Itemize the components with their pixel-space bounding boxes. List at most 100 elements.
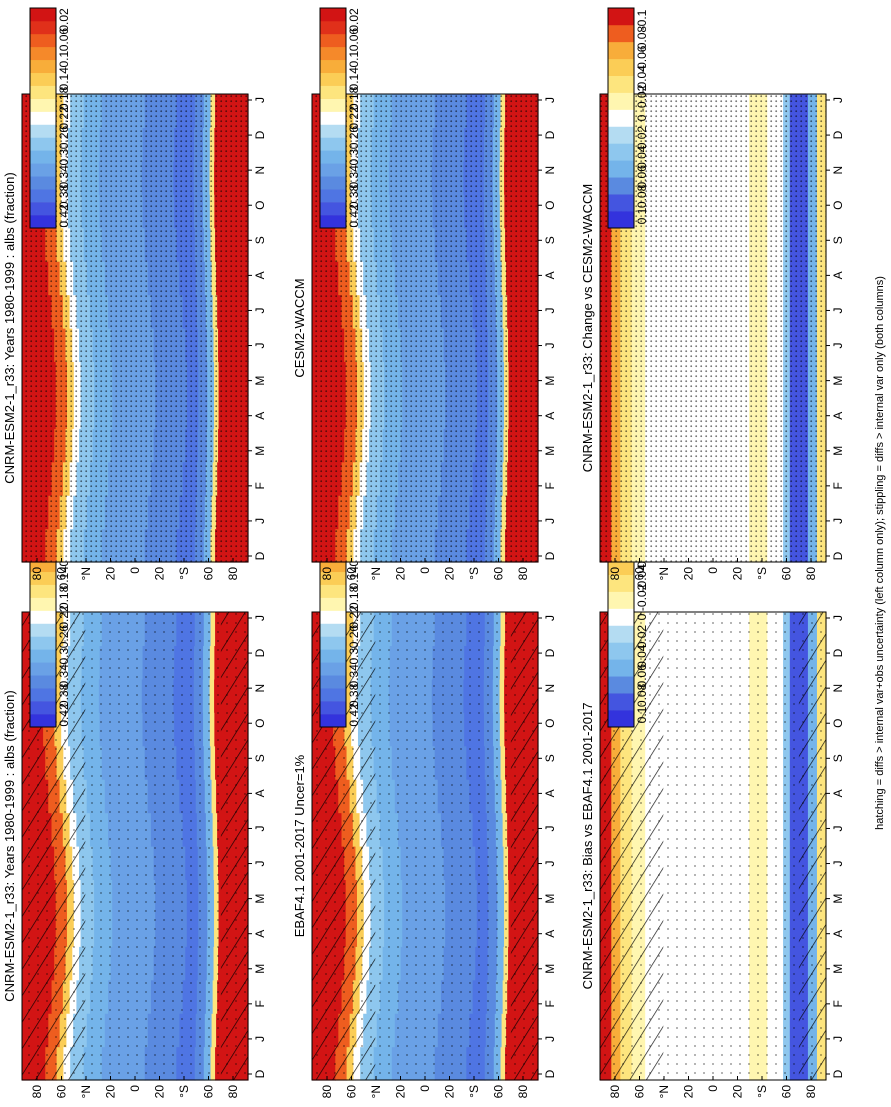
month-tick-label: S bbox=[253, 236, 267, 244]
colorbar-label: 0.22 bbox=[57, 106, 71, 130]
lat-tick-label: 80 bbox=[226, 567, 240, 581]
month-tick-label: J bbox=[253, 1036, 267, 1042]
month-tick-label: A bbox=[543, 412, 557, 420]
lat-tick-label: °S bbox=[755, 567, 769, 580]
lat-tick-label: 60 bbox=[780, 1085, 794, 1099]
colorbar-label: 0.06 bbox=[347, 28, 361, 52]
month-tick-label: J bbox=[831, 518, 845, 524]
month-tick-label: J bbox=[831, 825, 845, 831]
colorbar-right-middle: 0.420.380.340.30.260.220.180.140.10.060.… bbox=[319, 7, 361, 229]
lat-tick-label: °N bbox=[657, 567, 671, 580]
colorbar-swatch bbox=[30, 662, 56, 676]
colorbar-label: 0.06 bbox=[635, 664, 649, 688]
month-tick-label: J bbox=[543, 97, 557, 103]
lat-tick-label: °N bbox=[79, 1085, 93, 1098]
lat-tick-label: 60 bbox=[55, 567, 69, 581]
panel-title: CNRM-ESM2-1_r33: Years 1980-1999 : albs … bbox=[2, 690, 17, 1001]
colorbar-swatch bbox=[30, 688, 56, 702]
colorbar-label: 0.04 bbox=[635, 145, 649, 169]
month-tick-label: D bbox=[831, 130, 845, 139]
lat-tick-label: 0 bbox=[706, 1085, 720, 1092]
lat-tick-label: 60 bbox=[492, 567, 506, 581]
colorbar-swatch bbox=[30, 20, 56, 35]
colorbar-swatch bbox=[608, 58, 634, 76]
panel-title: CNRM-ESM2-1_r33: Bias vs EBAF4.1 2001-20… bbox=[580, 703, 595, 990]
month-tick-label: M bbox=[831, 376, 845, 386]
lat-tick-label: °N bbox=[369, 567, 383, 580]
lat-tick-label: °S bbox=[467, 1085, 481, 1098]
month-tick-label: D bbox=[253, 551, 267, 560]
colorbar-swatch bbox=[30, 597, 56, 611]
month-tick-label: J bbox=[831, 615, 845, 621]
colorbar-swatch bbox=[320, 662, 346, 676]
colorbar-swatch bbox=[320, 701, 346, 715]
month-tick-label: M bbox=[253, 376, 267, 386]
month-tick-label: S bbox=[253, 754, 267, 762]
month-tick-label: A bbox=[543, 271, 557, 279]
colorbar-swatch bbox=[30, 163, 56, 177]
colorbar-swatch bbox=[608, 92, 634, 110]
month-tick-label: D bbox=[543, 551, 557, 560]
month-tick-label: A bbox=[831, 412, 845, 420]
lat-tick-label: °N bbox=[79, 567, 93, 580]
lat-tick-label: 0 bbox=[418, 567, 432, 574]
field-right-bottom bbox=[600, 94, 827, 563]
month-tick-label: M bbox=[543, 376, 557, 386]
lat-tick-label: 20 bbox=[731, 1085, 745, 1099]
lat-tick-label: 80 bbox=[320, 1085, 334, 1099]
month-tick-label: J bbox=[831, 343, 845, 349]
month-tick-label: M bbox=[253, 446, 267, 456]
lat-tick-label: 80 bbox=[516, 1085, 530, 1099]
month-tick-label: A bbox=[543, 789, 557, 797]
panel-title: CNRM-ESM2-1_r33: Years 1980-1999 : albs … bbox=[2, 172, 17, 483]
colorbar-swatch bbox=[320, 202, 346, 216]
month-tick-label: J bbox=[543, 307, 557, 313]
colorbar-label: -0.06 bbox=[635, 45, 649, 73]
lat-tick-label: 60 bbox=[633, 567, 647, 581]
colorbar-swatch bbox=[320, 20, 346, 35]
month-tick-label: D bbox=[543, 648, 557, 657]
colorbar-swatch bbox=[320, 46, 346, 61]
lat-tick-label: 20 bbox=[153, 1085, 167, 1099]
lat-tick-label: 80 bbox=[804, 1085, 818, 1099]
colorbar-swatch bbox=[320, 597, 346, 611]
colorbar-label: 0.18 bbox=[57, 86, 71, 110]
lat-tick-label: 60 bbox=[55, 1085, 69, 1099]
month-tick-label: O bbox=[253, 719, 267, 728]
month-tick-label: O bbox=[543, 719, 557, 728]
colorbar-label: 0 bbox=[635, 613, 649, 620]
colorbar-swatch bbox=[608, 693, 634, 711]
colorbar-label: 0.08 bbox=[635, 683, 649, 707]
lat-tick-label: 80 bbox=[608, 567, 622, 581]
colorbar-swatch bbox=[608, 625, 634, 643]
month-tick-label: O bbox=[543, 201, 557, 210]
colorbar-swatch bbox=[320, 714, 346, 728]
month-tick-label: D bbox=[543, 130, 557, 139]
month-tick-label: M bbox=[543, 964, 557, 974]
lat-tick-label: 60 bbox=[492, 1085, 506, 1099]
month-tick-label: J bbox=[543, 825, 557, 831]
field-right-top bbox=[22, 94, 249, 563]
colorbar-swatch bbox=[608, 75, 634, 93]
field-left-top bbox=[22, 612, 249, 1081]
colorbar-label: 0.3 bbox=[347, 648, 361, 665]
month-tick-label: F bbox=[831, 1000, 845, 1007]
panel-left-top: CNRM-ESM2-1_r33: Years 1980-1999 : albs … bbox=[2, 611, 267, 1099]
panel-right-bottom: CNRM-ESM2-1_r33: Change vs CESM2-WACCM 80… bbox=[580, 93, 845, 581]
lat-tick-label: 80 bbox=[516, 567, 530, 581]
month-tick-label: S bbox=[831, 754, 845, 762]
month-tick-label: J bbox=[253, 825, 267, 831]
panel-title: CNRM-ESM2-1_r33: Change vs CESM2-WACCM bbox=[580, 184, 595, 472]
field-left-middle bbox=[312, 612, 539, 1081]
month-tick-label: J bbox=[543, 518, 557, 524]
month-tick-label: A bbox=[831, 271, 845, 279]
colorbar-label: 0.02 bbox=[347, 8, 361, 32]
month-tick-label: J bbox=[543, 615, 557, 621]
colorbar-label: -0.02 bbox=[635, 84, 649, 112]
lat-tick-label: 60 bbox=[345, 567, 359, 581]
month-tick-label: D bbox=[543, 1069, 557, 1078]
lat-tick-label: 20 bbox=[104, 567, 118, 581]
lat-tick-label: 20 bbox=[443, 567, 457, 581]
lat-tick-label: °S bbox=[177, 1085, 191, 1098]
colorbar-swatch bbox=[320, 72, 346, 86]
